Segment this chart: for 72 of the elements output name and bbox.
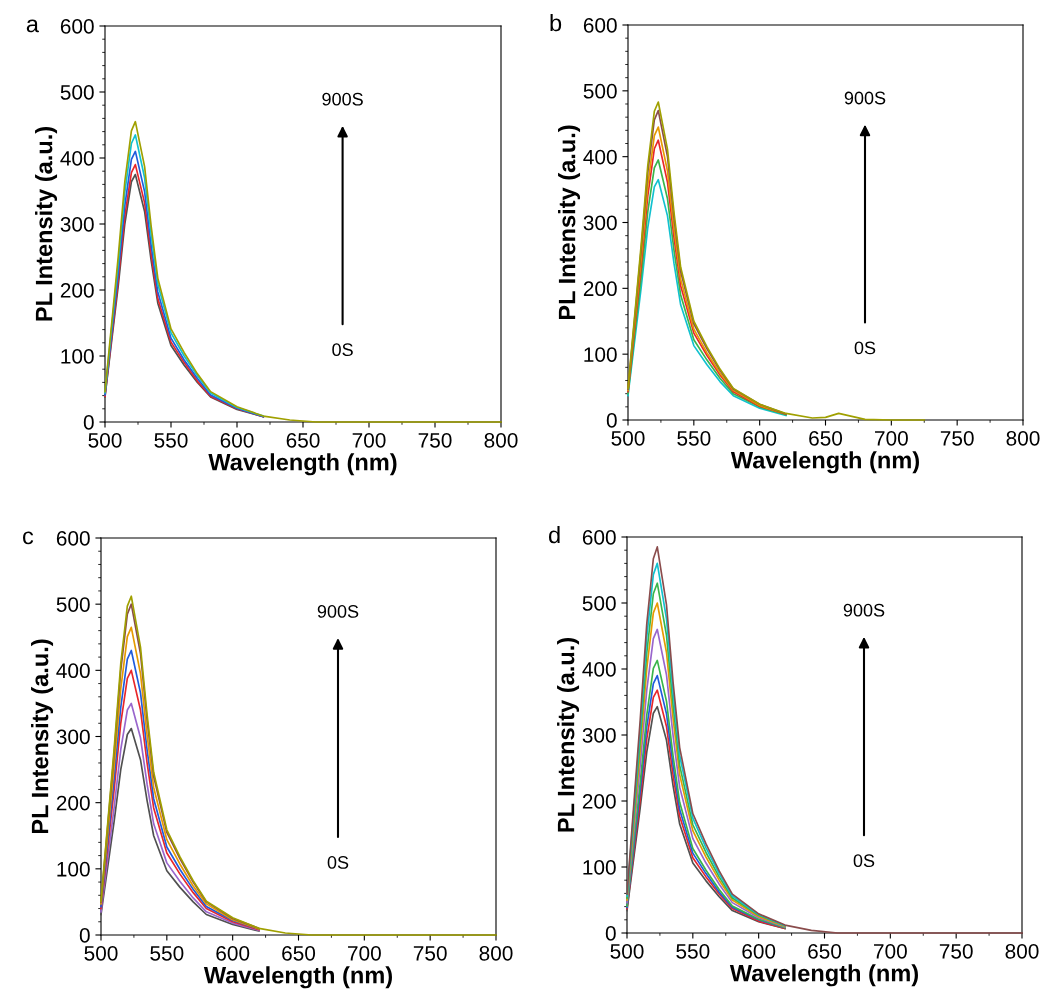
y-tick-label: 600	[583, 18, 617, 33]
x-axis-title: Wavelength (nm)	[729, 964, 918, 987]
x-tick-label: 550	[154, 432, 188, 448]
y-axis-title: PL Intensity (a.u.)	[558, 125, 581, 320]
y-tick-label: 0	[605, 926, 616, 941]
x-tick-label: 800	[1006, 430, 1040, 446]
x-tick-label: 800	[484, 432, 518, 448]
y-tick-label: 600	[60, 19, 94, 34]
x-tick-label: 600	[216, 945, 250, 961]
y-tick-label: 300	[56, 729, 90, 745]
y-tick-label: 0	[79, 928, 90, 943]
x-tick-label: 750	[939, 943, 973, 959]
x-tick-label: 700	[875, 430, 908, 446]
y-tick-label: 400	[56, 663, 90, 679]
y-axis-title: PL Intensity (a.u.)	[31, 639, 54, 834]
y-tick-label: 100	[583, 860, 616, 875]
x-tick-label: 750	[413, 945, 447, 961]
annotation: 900S	[844, 91, 886, 105]
x-tick-label: 750	[940, 430, 974, 446]
x-tick-label: 800	[1005, 943, 1039, 959]
x-tick-label: 550	[150, 945, 184, 961]
y-tick-label: 100	[57, 861, 90, 877]
y-tick-label: 300	[583, 215, 617, 231]
y-tick-label: 0	[606, 413, 617, 428]
x-tick-label: 650	[808, 943, 842, 959]
y-tick-label: 200	[60, 283, 94, 298]
annotation: 900S	[322, 92, 363, 106]
chart-title: b	[550, 14, 562, 32]
x-tick-label: 650	[282, 945, 316, 961]
chart-title: d	[548, 525, 560, 544]
x-axis-title: Wavelength (nm)	[208, 453, 397, 476]
x-tick-label: 700	[348, 945, 381, 961]
x-axis-title: Wavelength (nm)	[203, 966, 392, 989]
x-tick-label: 650	[286, 432, 320, 448]
y-tick-label: 500	[60, 85, 94, 100]
annotation: 0S	[853, 854, 875, 868]
annotation: 0S	[332, 343, 353, 357]
y-tick-label: 200	[56, 795, 90, 811]
y-tick-label: 100	[61, 349, 94, 364]
y-tick-label: 500	[56, 597, 90, 612]
y-tick-label: 400	[60, 151, 94, 166]
x-tick-label: 550	[676, 943, 710, 959]
x-tick-label: 550	[677, 430, 711, 446]
y-tick-label: 600	[56, 531, 90, 546]
x-tick-label: 600	[743, 430, 777, 446]
y-tick-label: 200	[582, 794, 616, 809]
annotation: 900S	[843, 603, 885, 617]
annotation: 0S	[854, 341, 876, 355]
x-tick-label: 650	[809, 430, 843, 446]
y-axis-title: PL Intensity (a.u.)	[35, 126, 58, 321]
y-tick-label: 400	[583, 149, 617, 165]
y-tick-label: 600	[582, 530, 616, 545]
y-tick-label: 0	[83, 415, 94, 430]
y-tick-label: 300	[60, 217, 94, 232]
y-tick-label: 200	[583, 281, 617, 297]
chart-title: c	[23, 531, 34, 545]
x-tick-label: 600	[220, 432, 254, 448]
x-axis-title: Wavelength (nm)	[730, 451, 919, 474]
annotation: 900S	[317, 605, 359, 618]
y-tick-label: 400	[582, 662, 616, 677]
chart-title: a	[26, 19, 39, 33]
annotation: 0S	[327, 856, 349, 869]
y-tick-label: 500	[582, 596, 616, 611]
x-tick-label: 600	[742, 943, 776, 959]
y-tick-label: 500	[583, 83, 617, 99]
x-tick-label: 750	[418, 432, 452, 448]
y-tick-label: 300	[582, 728, 616, 743]
y-tick-label: 100	[584, 347, 617, 362]
x-tick-label: 700	[352, 432, 386, 448]
y-axis-title: PL Intensity (a.u.)	[557, 637, 580, 832]
x-tick-label: 800	[479, 945, 513, 961]
x-tick-label: 700	[874, 943, 907, 959]
